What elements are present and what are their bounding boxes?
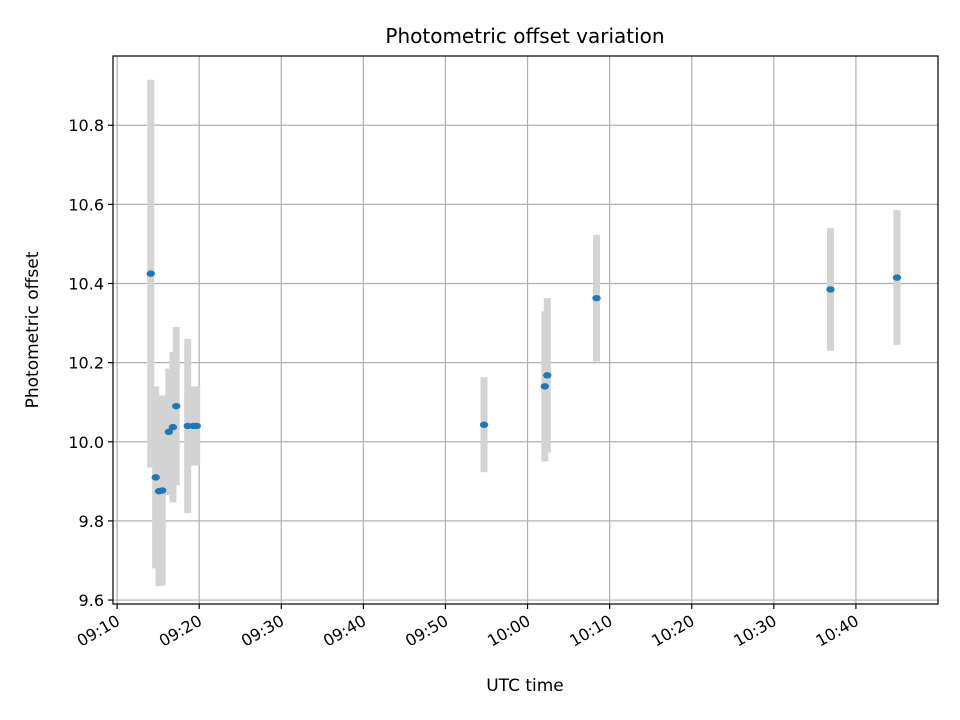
- x-tick-label: 10:40: [812, 611, 861, 651]
- x-tick-label: 09:20: [156, 611, 205, 651]
- data-point: [540, 383, 549, 390]
- x-tick-label: 10:20: [648, 611, 697, 651]
- data-point: [168, 423, 178, 431]
- data-point: [158, 487, 167, 494]
- data-point: [151, 474, 160, 481]
- y-tick-label: 9.6: [79, 591, 104, 610]
- data-point: [146, 270, 155, 277]
- data-point: [164, 428, 174, 436]
- x-tick-label: 10:10: [566, 611, 615, 651]
- data-point: [183, 422, 192, 430]
- y-axis: 9.6 9.8 10.0 10.2 10.4 10.6 10.8: [68, 116, 113, 610]
- grid: [113, 56, 938, 604]
- plot-frame: [112, 55, 939, 605]
- y-tick-label: 10.8: [68, 116, 104, 135]
- data-point: [192, 422, 201, 430]
- x-tick-label: 10:30: [730, 611, 779, 651]
- y-tick-label: 10.4: [68, 275, 104, 294]
- chart-title: Photometric offset variation: [385, 24, 664, 48]
- data-point: [592, 294, 601, 302]
- x-tick-label: 09:30: [238, 611, 287, 651]
- x-tick-label: 09:50: [402, 611, 451, 651]
- x-axis: 09:10 09:20 09:30 09:40 09:50 10:00 10:10 10:20…: [74, 604, 862, 651]
- x-tick-label: 10:00: [484, 611, 533, 651]
- x-axis-title: UTC time: [486, 676, 564, 696]
- y-axis-title: Photometric offset: [23, 251, 43, 408]
- x-tick-label: 09:40: [320, 611, 369, 651]
- y-tick-label: 10.0: [68, 433, 104, 452]
- data-point: [172, 402, 181, 410]
- data-point: [543, 372, 552, 379]
- y-tick-label: 10.2: [68, 354, 104, 373]
- y-tick-label: 10.6: [68, 195, 104, 214]
- data-points: [146, 270, 902, 495]
- data-point: [892, 274, 902, 281]
- plot-background: [113, 56, 938, 604]
- data-point: [826, 286, 835, 293]
- data-point: [479, 421, 489, 428]
- y-tick-label: 9.8: [79, 512, 104, 531]
- x-tick-label: 09:10: [74, 611, 123, 651]
